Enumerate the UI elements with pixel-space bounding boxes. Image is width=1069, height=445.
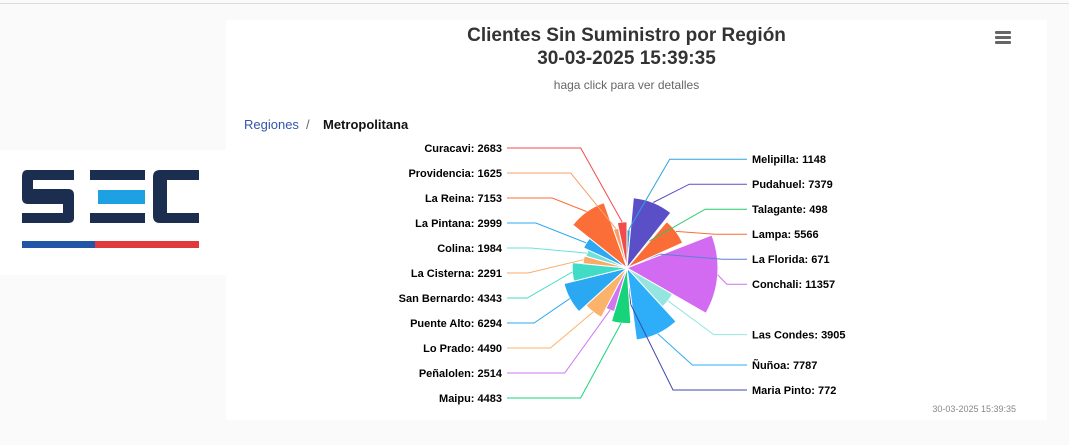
logo-bar-blue <box>22 241 95 248</box>
data-label-las-condes: Las Condes: 3905 <box>752 330 846 342</box>
logo-letter-e-top <box>90 170 145 180</box>
chart-title: Clientes Sin Suministro por Región <box>467 25 786 46</box>
logo-letter-c <box>153 170 199 223</box>
data-label-la-cisterna: La Cisterna: 2291 <box>411 268 502 280</box>
connector-nunoa <box>657 333 747 366</box>
connector-la-pintana <box>507 222 587 244</box>
pie-slice-la-reina[interactable] <box>571 201 629 270</box>
pie-slice-puente-alto[interactable] <box>563 267 628 313</box>
connector-pudahuel <box>652 183 747 203</box>
pie-slice-conchali[interactable] <box>625 234 719 315</box>
connector-colina <box>507 247 588 254</box>
connector-la-florida <box>660 253 747 260</box>
connector-puente-alto <box>507 298 571 324</box>
chart-title-datetime: 30-03-2025 15:39:35 <box>537 48 716 69</box>
connector-maria-pinto <box>630 303 747 391</box>
chart-subtitle: haga click para ver detalles <box>553 78 700 92</box>
data-label-colina: Colina: 1984 <box>437 243 503 255</box>
data-label-la-reina: La Reina: 7153 <box>425 193 502 205</box>
connector-melipilla <box>628 158 747 230</box>
sec-logo <box>22 170 199 248</box>
connector-la-cisterna <box>507 259 584 274</box>
data-label-penalolen: Peñalolen: 2514 <box>419 368 503 380</box>
connector-conchali <box>717 274 747 285</box>
breadcrumb-current: Metropolitana <box>323 117 409 132</box>
breadcrumb-regiones-link[interactable]: Regiones <box>244 117 299 132</box>
logo-bar-red <box>95 241 199 248</box>
data-label-lampa: Lampa: 5566 <box>752 229 819 241</box>
hamburger-menu-icon[interactable] <box>993 30 1013 46</box>
data-label-maipu: Maipu: 4483 <box>439 393 502 405</box>
logo-letter-s <box>22 170 74 223</box>
pie-slice-pudahuel[interactable] <box>626 197 672 270</box>
menu-line <box>995 31 1011 34</box>
connector-lampa <box>675 230 747 235</box>
logo-panel <box>0 150 226 275</box>
connector-la-reina <box>507 197 587 213</box>
logo-letter-e-bottom <box>90 213 145 223</box>
data-label-puente-alto: Puente Alto: 6294 <box>410 318 503 330</box>
data-label-talagante: Talagante: 498 <box>752 204 828 216</box>
data-label-conchali: Conchali: 11357 <box>752 279 835 291</box>
connector-san-bernardo <box>507 271 573 299</box>
data-label-lo-prado: Lo Prado: 4490 <box>423 343 502 355</box>
data-label-providencia: Providencia: 1625 <box>408 168 502 180</box>
pie-slice-lampa[interactable] <box>626 220 684 269</box>
connector-penalolen <box>507 309 611 374</box>
connector-lo-prado <box>507 311 594 349</box>
data-label-pudahuel: Pudahuel: 7379 <box>752 179 833 191</box>
data-label-curacavi: Curacavi: 2683 <box>424 143 502 155</box>
data-label-la-pintana: La Pintana: 2999 <box>415 218 502 230</box>
data-label-nunoa: Ñuñoa: 7787 <box>752 359 817 372</box>
footer-timestamp: 30-03-2025 15:39:35 <box>932 404 1016 414</box>
connector-las-condes <box>667 300 747 336</box>
connector-maipu <box>507 322 622 399</box>
data-label-maria-pinto: Maria Pinto: 772 <box>752 385 836 397</box>
top-divider <box>0 3 1069 4</box>
logo-letter-e-middle <box>98 190 145 204</box>
pie-slice-curacavi[interactable] <box>616 221 628 269</box>
menu-line <box>995 41 1011 44</box>
connector-talagante <box>649 208 747 242</box>
data-label-san-bernardo: San Bernardo: 4343 <box>399 293 502 305</box>
connector-providencia <box>507 172 617 230</box>
data-label-melipilla: Melipilla: 1148 <box>752 154 826 166</box>
menu-line <box>995 36 1011 39</box>
breadcrumb-separator: / <box>306 117 310 132</box>
data-label-la-florida: La Florida: 671 <box>752 254 830 266</box>
connector-curacavi <box>507 147 623 223</box>
